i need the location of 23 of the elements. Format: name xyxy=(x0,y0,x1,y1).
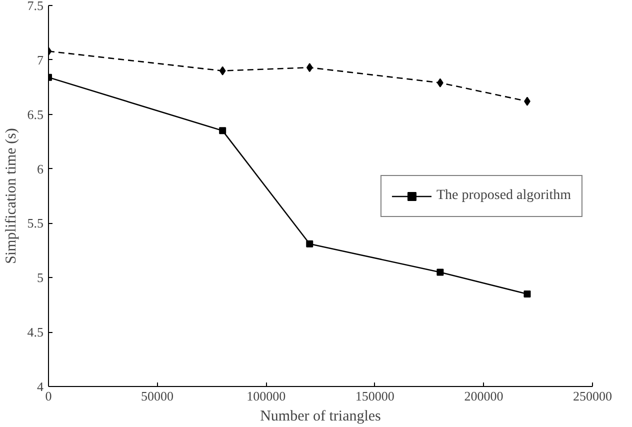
x-axis-title: Number of triangles xyxy=(260,408,382,424)
y-tick-label: 4.5 xyxy=(27,324,44,340)
y-tick-label: 6.5 xyxy=(27,106,44,122)
point xyxy=(219,66,226,76)
y-tick-label: 6 xyxy=(37,161,44,176)
x-tick-label: 100000 xyxy=(246,388,286,404)
x-tick-label: 150000 xyxy=(355,388,394,404)
x-tick-label: 50000 xyxy=(141,388,174,404)
point xyxy=(306,63,313,72)
y-tick-label: 4 xyxy=(37,379,44,394)
x-tick-label: 250000 xyxy=(573,388,612,404)
y-tick-label: 7.5 xyxy=(27,0,44,13)
point xyxy=(306,240,314,248)
y-axis-title: Simplification time (s) xyxy=(3,128,20,264)
x-tick-label: 200000 xyxy=(464,388,504,404)
legend-label: The proposed algorithm xyxy=(436,188,571,204)
y-tick-label: 5.5 xyxy=(27,216,44,231)
point xyxy=(436,268,444,276)
y-tick-label: 7 xyxy=(37,52,44,68)
point xyxy=(219,127,226,134)
x-tick-label: 0 xyxy=(45,388,52,404)
point xyxy=(524,290,531,298)
y-tick-label: 5 xyxy=(37,270,44,286)
